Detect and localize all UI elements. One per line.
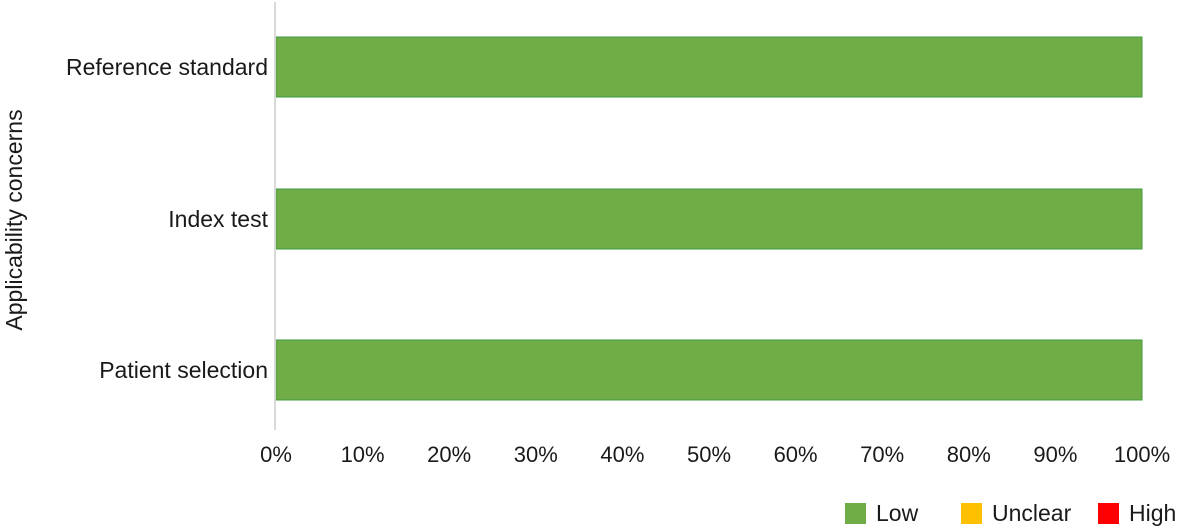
x-tick-30: 30% (514, 442, 558, 467)
y-axis-title: Applicability concerns (1, 109, 27, 330)
x-tick-labels: 0% 10% 20% 30% 40% 50% 60% 70% 80% 90% 100% (260, 442, 1170, 467)
x-tick-40: 40% (600, 442, 644, 467)
bar-patient-selection-low (275, 339, 1143, 401)
category-label-reference-standard: Reference standard (66, 54, 268, 80)
legend-label-low: Low (876, 500, 919, 526)
legend-label-unclear: Unclear (992, 500, 1072, 526)
x-tick-90: 90% (1033, 442, 1077, 467)
legend-swatch-low (845, 503, 866, 524)
x-tick-10: 10% (341, 442, 385, 467)
x-tick-60: 60% (774, 442, 818, 467)
x-tick-20: 20% (427, 442, 471, 467)
x-tick-100: 100% (1114, 442, 1170, 467)
legend-label-high: High (1129, 500, 1176, 526)
x-tick-50: 50% (687, 442, 731, 467)
legend-swatch-high (1098, 503, 1119, 524)
category-label-patient-selection: Patient selection (99, 357, 268, 383)
legend: Low Unclear High (845, 500, 1176, 526)
bar-index-test-low (275, 188, 1143, 250)
bar-reference-standard-low (275, 36, 1143, 98)
x-tick-70: 70% (860, 442, 904, 467)
bars-layer (275, 36, 1143, 401)
category-labels: Reference standard Index test Patient sele… (66, 54, 269, 383)
x-tick-80: 80% (947, 442, 991, 467)
x-tick-0: 0% (260, 442, 292, 467)
category-label-index-test: Index test (168, 206, 268, 232)
legend-swatch-unclear (961, 503, 982, 524)
